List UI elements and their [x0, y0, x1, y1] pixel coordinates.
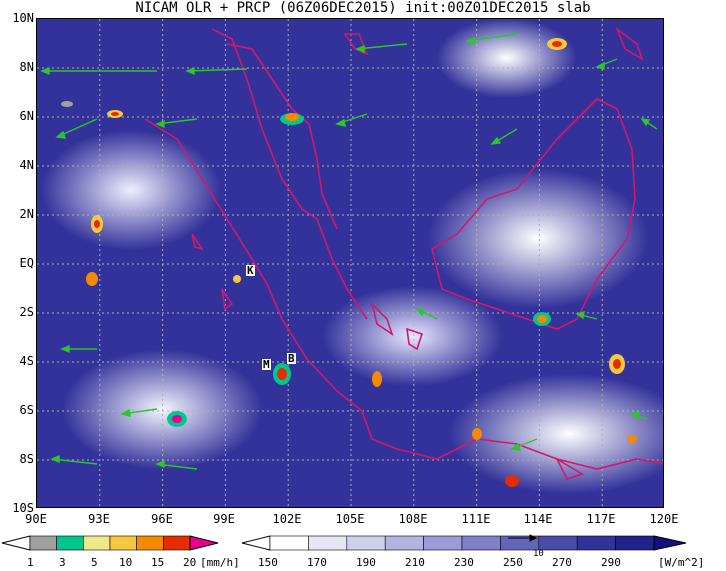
olr-colorbar-high-end — [653, 535, 687, 551]
colorbar-segment — [56, 535, 84, 551]
colorbar-segment — [136, 535, 164, 551]
olr-tick: 170 — [307, 556, 327, 569]
colorbar-segment — [346, 535, 386, 551]
lat-label: 10N — [12, 11, 34, 25]
place-label-b: B — [287, 352, 296, 365]
lat-label: EQ — [19, 256, 34, 270]
colorbar-segment — [615, 535, 655, 551]
wind-vectors — [40, 33, 658, 470]
precip-colorbar-low-end — [1, 535, 31, 551]
olr-precip-map: K M B — [36, 18, 664, 508]
precip-tick: 3 — [59, 556, 66, 569]
colorbar-segment — [269, 535, 309, 551]
colorbar-segment — [576, 535, 616, 551]
lon-label: 111E — [461, 512, 491, 526]
lat-label: 8S — [19, 452, 34, 466]
precip-tick: 1 — [27, 556, 34, 569]
map-title: NICAM OLR + PRCP (06Z06DEC2015) init:00Z… — [135, 0, 591, 16]
lon-label: 117E — [586, 512, 616, 526]
lon-label: 102E — [272, 512, 302, 526]
precip-tick: 10 — [119, 556, 133, 569]
lat-label: 2S — [19, 305, 34, 319]
lon-label: 120E — [649, 512, 679, 526]
colorbar-segment — [109, 535, 137, 551]
graticule — [37, 19, 663, 507]
place-label-k: K — [246, 264, 255, 277]
precip-colorbar — [1, 535, 219, 551]
olr-tick: 250 — [503, 556, 523, 569]
lat-label: 10S — [12, 501, 34, 515]
olr-tick: 270 — [552, 556, 572, 569]
precip-unit: [mm/h] — [200, 556, 240, 569]
lat-label: 8N — [19, 60, 34, 74]
lon-label: 114E — [523, 512, 553, 526]
lat-label: 6S — [19, 403, 34, 417]
colorbar-segment — [423, 535, 463, 551]
precip-tick: 5 — [91, 556, 98, 569]
olr-unit: [W/m^2] — [658, 556, 705, 569]
place-label-m: M — [262, 358, 271, 371]
colorbar-segment — [83, 535, 111, 551]
olr-tick: 290 — [601, 556, 621, 569]
olr-tick: 150 — [258, 556, 278, 569]
lon-label: 90E — [25, 512, 47, 526]
precip-tick: 15 — [151, 556, 165, 569]
lon-label: 108E — [398, 512, 428, 526]
lon-label: 93E — [88, 512, 110, 526]
olr-colorbar-low-end — [241, 535, 271, 551]
lat-label: 6N — [19, 109, 34, 123]
lat-label: 4N — [19, 158, 34, 172]
vector-reference — [508, 534, 538, 542]
olr-tick: 210 — [405, 556, 425, 569]
olr-colorbar — [241, 534, 687, 551]
lon-label: 99E — [213, 512, 235, 526]
precip-tick: 20 — [183, 556, 197, 569]
lon-label: 105E — [335, 512, 365, 526]
olr-tick: 190 — [356, 556, 376, 569]
colorbar-segment — [163, 535, 191, 551]
colorbar-segment — [461, 535, 501, 551]
colorbar-segment — [308, 535, 348, 551]
colorbar-segment — [29, 535, 57, 551]
lon-label: 96E — [151, 512, 173, 526]
precip-cells — [61, 38, 637, 487]
colorbar-segment — [384, 535, 424, 551]
vector-ref-value: 10 — [533, 549, 544, 559]
olr-tick: 230 — [454, 556, 474, 569]
colorbar-segment — [538, 535, 578, 551]
precip-colorbar-high-end — [189, 535, 219, 551]
lat-label: 2N — [19, 207, 34, 221]
lat-label: 4S — [19, 354, 34, 368]
map-overlay — [37, 19, 663, 507]
